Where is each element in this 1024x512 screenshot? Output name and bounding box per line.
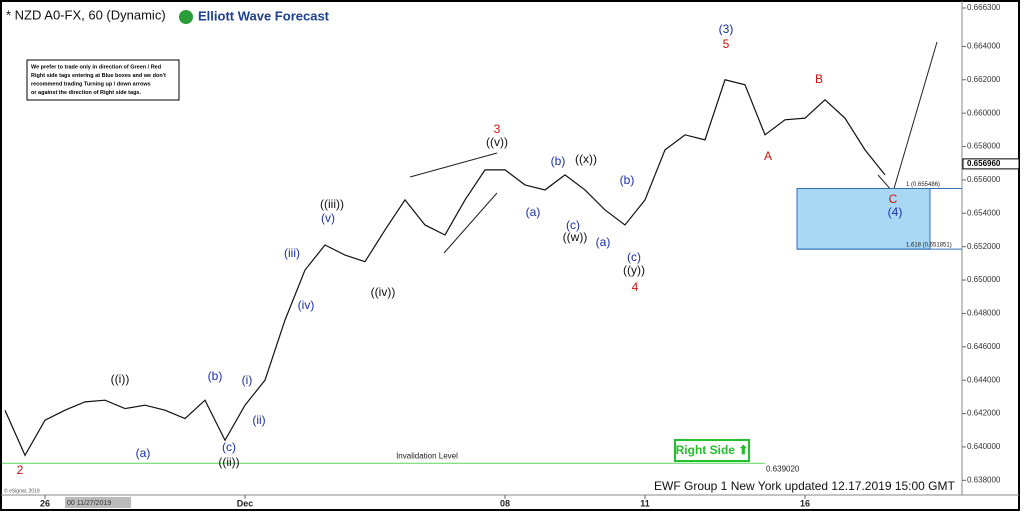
y-tick-label: 0.658000: [967, 142, 1001, 151]
y-tick-label: 0.644000: [967, 375, 1001, 384]
wave-label: (iii): [284, 246, 300, 260]
wave-label: 3: [494, 122, 501, 136]
invalidation-label: Invalidation Level: [396, 451, 458, 460]
wave-label: (4): [888, 205, 903, 219]
x-tick-label: 16: [800, 498, 810, 508]
right-side-box: [674, 439, 750, 462]
wave-label: (b): [551, 154, 566, 168]
wave-label: (a): [526, 205, 541, 219]
footer: EWF Group 1 New York updated 12.17.2019 …: [654, 479, 956, 493]
wave-label: (ii): [252, 413, 265, 427]
wave-label: (v): [321, 211, 335, 225]
wave-label: (c): [222, 440, 236, 454]
x-tick-label: Dec: [237, 498, 254, 508]
wave-label: (c): [566, 218, 580, 232]
note-box: [26, 59, 180, 101]
note-line: Right side tags entering at Blue boxes a…: [31, 73, 166, 79]
wave-label: (c): [627, 250, 641, 264]
price-line: [4, 79, 886, 457]
last-price-box: [962, 158, 1020, 170]
wave-label: ((i)): [111, 372, 130, 386]
fib-label: 1 (0.655486): [906, 182, 940, 188]
note-line: We prefer to trade only in direction of …: [31, 64, 161, 70]
wave-label: (b): [208, 369, 223, 383]
wave-label: ((v)): [486, 135, 508, 149]
wave-label: (a): [596, 235, 611, 249]
cursor-date: 00 11/27/2019: [67, 500, 111, 507]
y-tick-label: 0.666300: [967, 3, 1001, 12]
note: We prefer to trade only in direction of …: [31, 64, 166, 96]
x-tick-label: 08: [500, 498, 510, 508]
wave-label: (3): [719, 22, 734, 36]
wave-label: ((w)): [563, 230, 588, 244]
wave-label: 5: [723, 37, 730, 51]
y-tick-label: 0.650000: [967, 275, 1001, 284]
x-tick-label: 11: [640, 498, 650, 508]
wave-label: (iv): [298, 298, 315, 312]
wave-label: ((x)): [575, 152, 597, 166]
wave-label: ((ii)): [218, 455, 239, 469]
blue-box: [796, 187, 931, 250]
wave-label: B: [815, 72, 823, 86]
y-tick-label: 0.648000: [967, 309, 1001, 318]
brand: Elliott Wave Forecast: [198, 8, 330, 23]
y-tick-label: 0.660000: [967, 108, 1001, 117]
y-tick-label: 0.664000: [967, 41, 1001, 50]
y-tick-label: 0.640000: [967, 442, 1001, 451]
y-tick-label: 0.656000: [967, 175, 1001, 184]
wave-label: C: [889, 192, 898, 206]
wave-label: (a): [136, 446, 151, 460]
wave-label: (i): [242, 373, 253, 387]
y-tick-label: 0.642000: [967, 409, 1001, 418]
last-price-label: 0.656960: [967, 159, 1001, 168]
right-side-tag: Right Side ⬆: [676, 443, 749, 457]
wave-label: ((y)): [623, 263, 645, 277]
y-tick-label: 0.662000: [967, 75, 1001, 84]
y-tick-label: 0.652000: [967, 242, 1001, 251]
wave-label: (b): [620, 173, 635, 187]
copyright: © eSignal, 2019: [4, 487, 40, 494]
wave-label: ((iv)): [371, 285, 396, 299]
y-tick-label: 0.646000: [967, 342, 1001, 351]
cursor-date-box: [65, 497, 131, 508]
invalidation-value: 0.639020: [766, 464, 800, 473]
wave-label: A: [764, 149, 772, 163]
wave-label: 4: [632, 280, 639, 294]
fib-label: 1.618 (0.651851): [906, 243, 952, 249]
wave-label: ((iii)): [320, 197, 344, 211]
wave-label: 2: [17, 463, 24, 477]
y-tick-label: 0.638000: [967, 475, 1001, 484]
chart-title: * NZD A0-FX, 60 (Dynamic): [6, 7, 166, 22]
note-line: or against the direction of Right side t…: [31, 90, 141, 96]
note-line: recommend trading Turning up / down arro…: [31, 81, 151, 87]
logo-icon: [179, 10, 193, 24]
x-tick-label: 26: [40, 498, 50, 508]
y-tick-label: 0.654000: [967, 208, 1001, 217]
